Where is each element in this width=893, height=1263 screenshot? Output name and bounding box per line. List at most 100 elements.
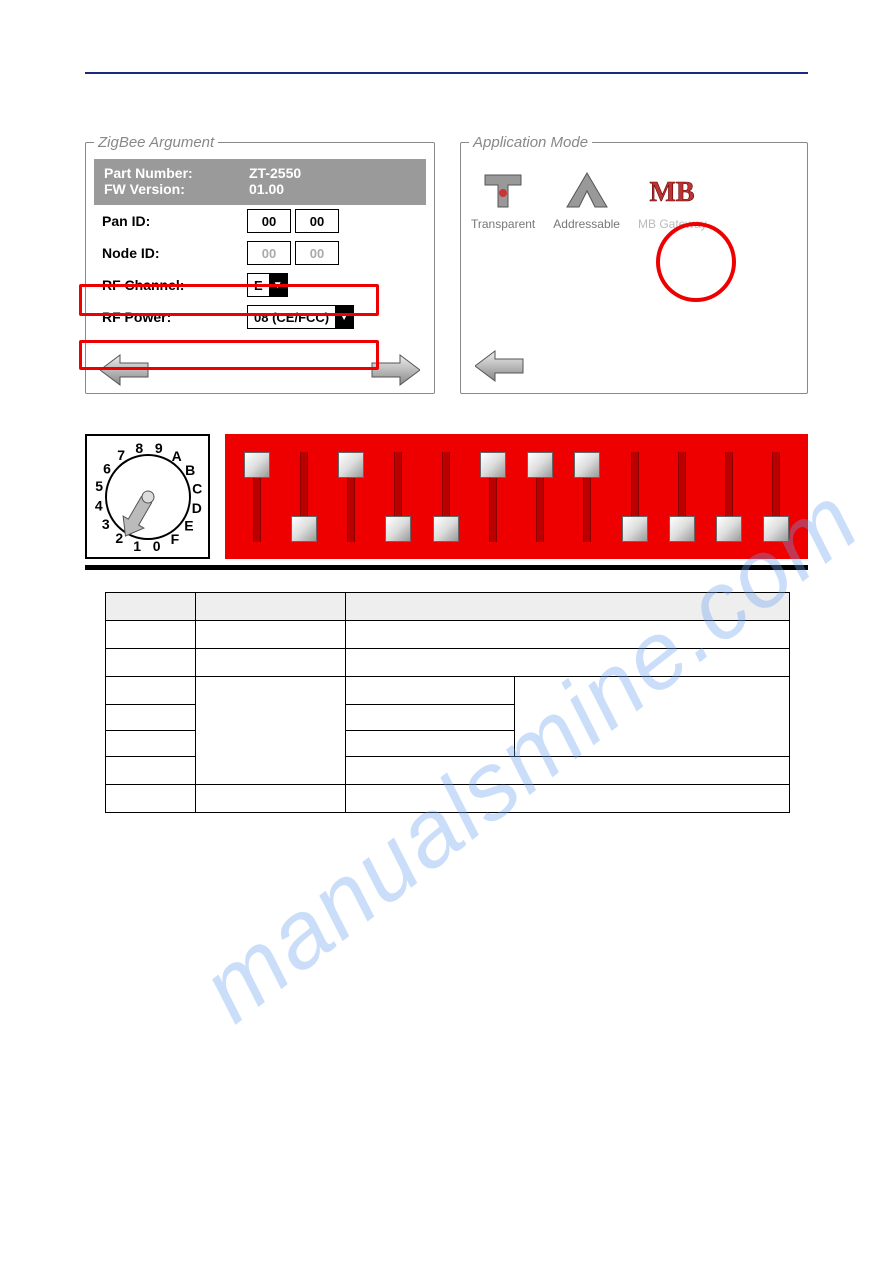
td [195,785,345,813]
td [345,731,515,757]
th-3 [345,593,789,621]
appmode-legend: Application Mode [469,134,592,151]
page: manualsmine.com ZigBee Argument Part Num… [0,0,893,873]
td [106,621,196,649]
th-1 [106,593,196,621]
panels-row: ZigBee Argument Part Number: ZT-2550 FW … [85,134,808,394]
zigbee-legend: ZigBee Argument [94,134,218,151]
svg-text:2: 2 [115,529,123,545]
rf-power-value: 08 (CE/FCC) [248,306,335,328]
node-id-input-1: 00 [247,241,291,265]
table-row [106,621,790,649]
td [106,649,196,677]
app-transparent[interactable]: Transparent [471,167,535,231]
divider-line [85,565,808,570]
svg-text:1: 1 [133,537,141,553]
table-row [106,677,790,705]
svg-text:5: 5 [95,478,103,494]
table-row [106,649,790,677]
svg-text:C: C [192,480,202,496]
app-addressable[interactable]: Addressable [553,167,620,231]
dip-switch-bank[interactable] [225,434,808,559]
pan-id-label: Pan ID: [102,213,247,229]
next-arrow-icon[interactable] [370,353,420,387]
part-number-value: ZT-2550 [249,165,301,181]
dip-switch-2[interactable] [290,452,318,542]
svg-text:0: 0 [152,538,160,554]
rf-power-row: RF Power: 08 (CE/FCC) ▼ [94,301,426,333]
svg-text:3: 3 [101,515,109,531]
svg-text:F: F [170,531,179,547]
td [345,705,515,731]
dip-switch-12[interactable] [762,452,790,542]
app-mb-gateway[interactable]: MB MB Gateway [638,167,707,231]
td [106,757,196,785]
td [195,677,345,785]
header-rule [85,72,808,74]
svg-text:D: D [191,499,201,515]
rf-channel-value: E [248,274,269,296]
svg-text:E: E [184,517,193,533]
td [106,785,196,813]
dip-switch-9[interactable] [621,452,649,542]
svg-text:A: A [171,448,181,464]
rf-power-label: RF Power: [102,309,247,325]
rf-channel-select[interactable]: E ▼ [247,273,288,297]
td [195,649,345,677]
td [106,705,196,731]
svg-text:8: 8 [135,439,143,455]
chevron-down-icon: ▼ [269,274,287,296]
svg-text:9: 9 [154,440,162,456]
td [195,621,345,649]
td [345,757,789,785]
td [515,677,790,757]
part-number-label: Part Number: [104,165,249,181]
pan-id-input-2[interactable]: 00 [295,209,339,233]
dip-switch-7[interactable] [526,452,554,542]
svg-text:7: 7 [117,446,125,462]
td [345,649,789,677]
th-2 [195,593,345,621]
node-id-label: Node ID: [102,245,247,261]
dip-switch-8[interactable] [573,452,601,542]
dip-switch-5[interactable] [432,452,460,542]
dip-switch-10[interactable] [668,452,696,542]
dip-switch-1[interactable] [243,452,271,542]
dip-switch-3[interactable] [337,452,365,542]
pan-id-input-1[interactable]: 00 [247,209,291,233]
td [106,677,196,705]
mb-gateway-icon: MB [644,167,700,213]
svg-text:6: 6 [103,460,111,476]
rf-channel-label: RF Channel: [102,277,247,293]
svg-text:MB: MB [650,177,695,208]
application-mode-panel: Application Mode Transparent Addressable [460,134,808,394]
rf-channel-row: RF Channel: E ▼ [94,269,426,301]
td [106,731,196,757]
chevron-down-icon: ▼ [335,306,353,328]
back-arrow-icon[interactable] [475,349,525,383]
node-id-row: Node ID: 00 00 [94,237,426,269]
dip-switch-4[interactable] [384,452,412,542]
app-mb-gateway-label: MB Gateway [638,217,707,231]
pan-id-row: Pan ID: 00 00 [94,205,426,237]
fw-version-value: 01.00 [249,181,284,197]
svg-text:4: 4 [94,497,102,513]
config-table [105,592,790,813]
rotary-dip-row: 89ABCDEF0123 4 567 [85,434,808,559]
device-info-band: Part Number: ZT-2550 FW Version: 01.00 [94,159,426,205]
dip-switch-6[interactable] [479,452,507,542]
zigbee-argument-panel: ZigBee Argument Part Number: ZT-2550 FW … [85,134,435,394]
td [345,621,789,649]
rotary-dial-icon: 89ABCDEF0123 4 567 [89,438,207,556]
addressable-icon [559,167,615,213]
dip-switch-11[interactable] [715,452,743,542]
svg-text:B: B [185,462,195,478]
td [345,785,789,813]
prev-arrow-icon[interactable] [100,353,150,387]
app-addressable-label: Addressable [553,217,620,231]
transparent-icon [475,167,531,213]
app-mode-items: Transparent Addressable MB MB Gateway [469,159,799,231]
rotary-switch[interactable]: 89ABCDEF0123 4 567 [85,434,210,559]
node-id-input-2: 00 [295,241,339,265]
rf-power-select[interactable]: 08 (CE/FCC) ▼ [247,305,354,329]
